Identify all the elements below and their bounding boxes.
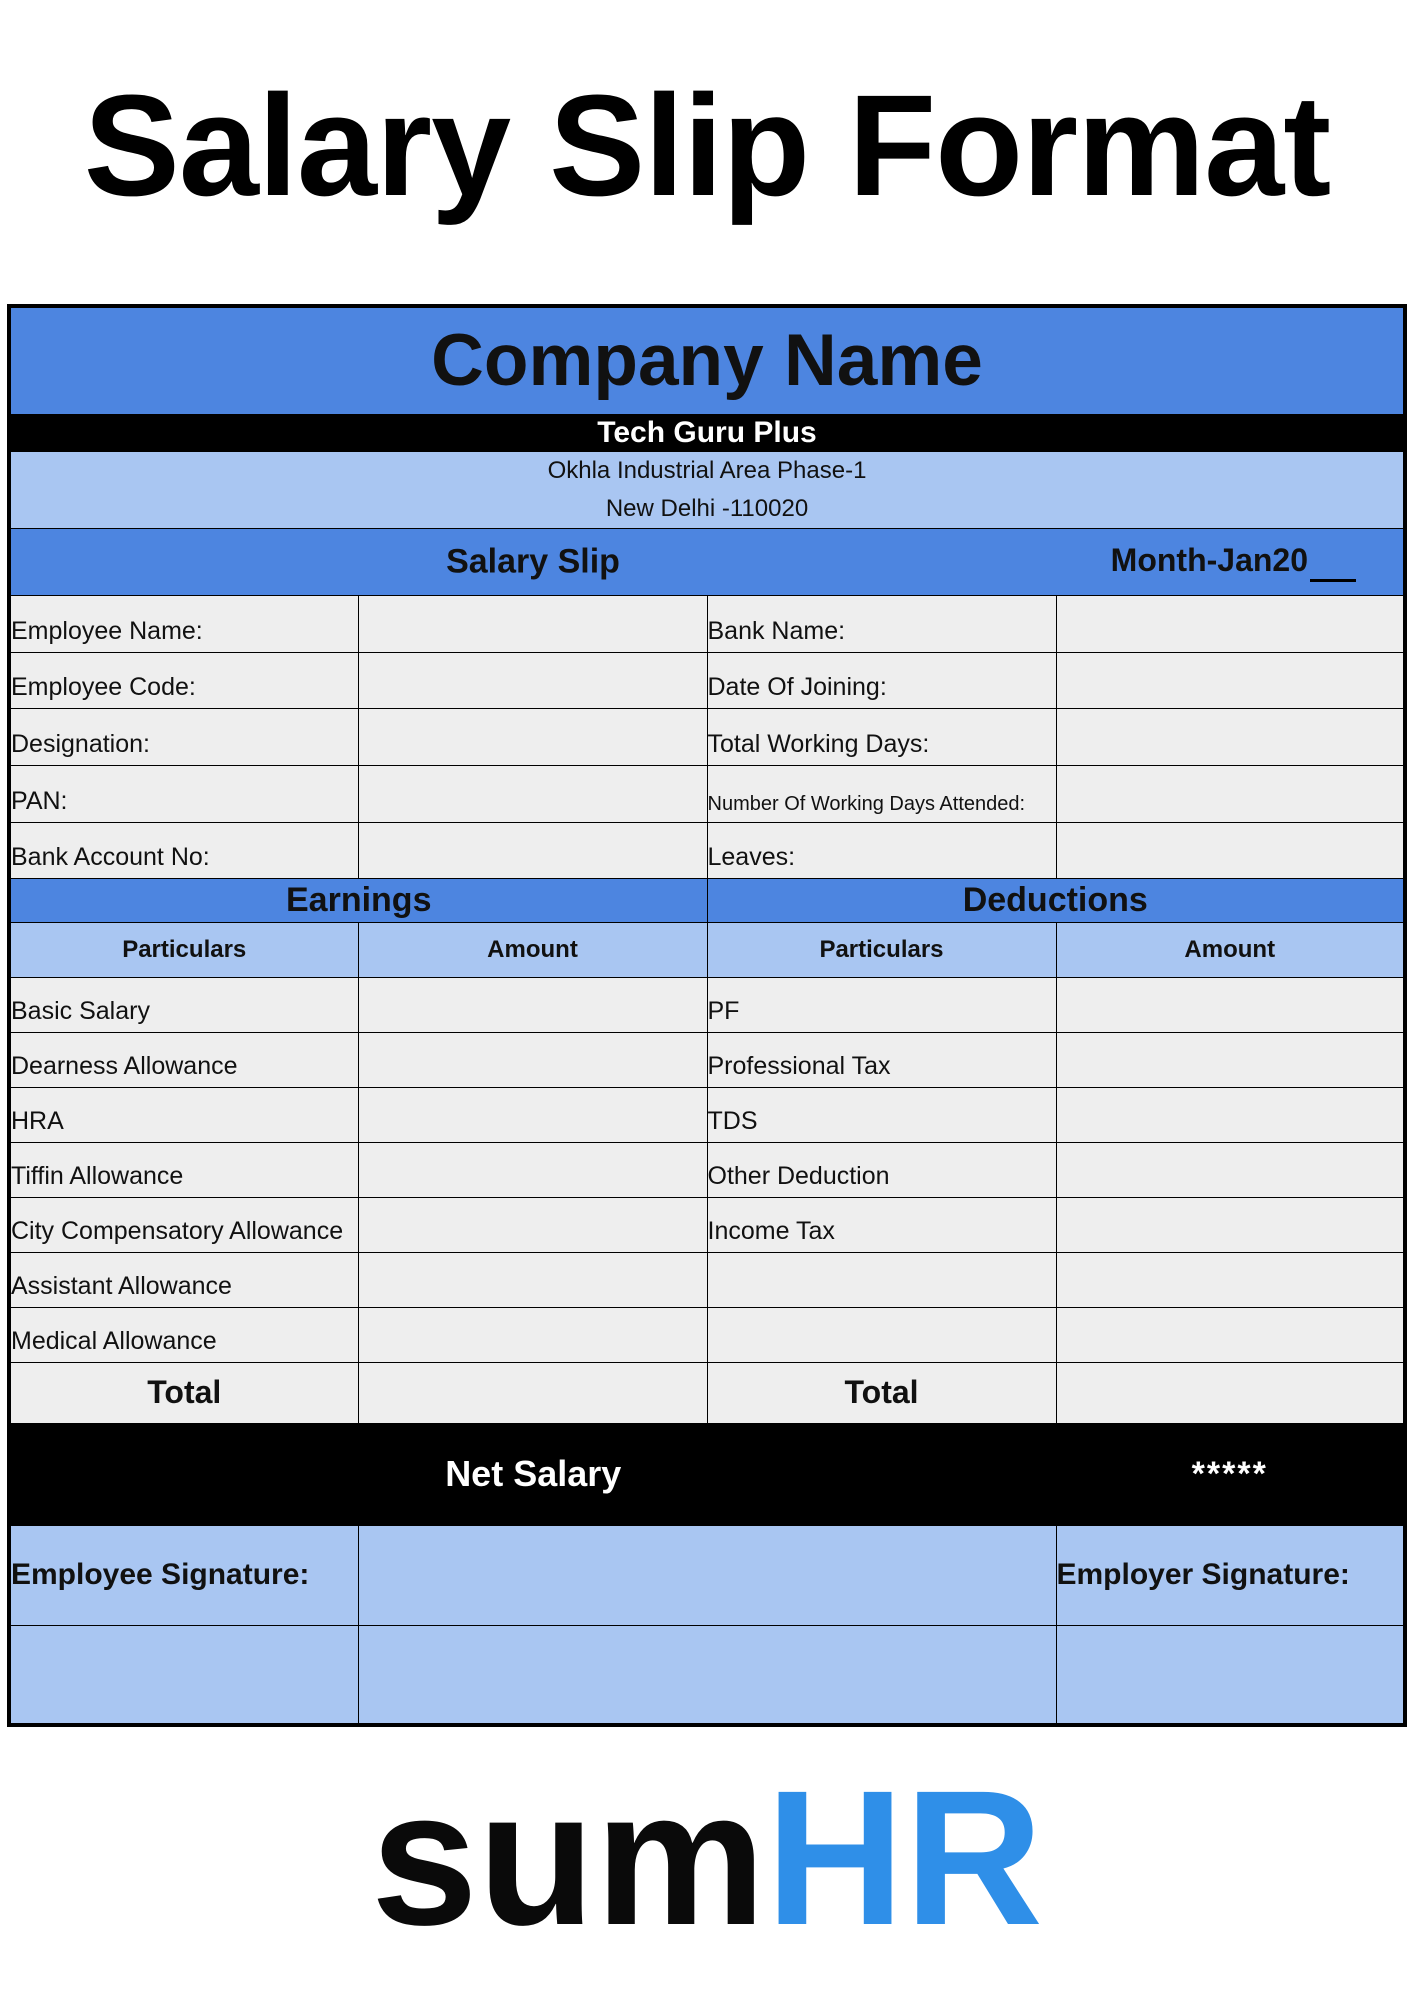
svg-text:sumHR: sumHR xyxy=(371,1750,1043,1965)
